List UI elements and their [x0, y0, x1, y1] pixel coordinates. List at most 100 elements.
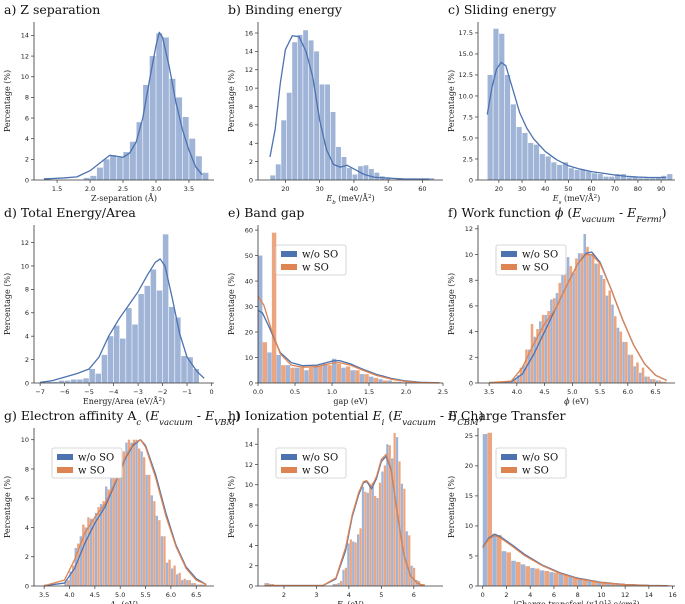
- y-tick-label: 8: [25, 465, 29, 473]
- y-tick-label: 2.5: [463, 155, 473, 163]
- panel-title: g) Electron affinity Ac (Evacuum - EVBM): [4, 408, 240, 428]
- y-tick-label: 4: [249, 542, 253, 550]
- bar: [292, 42, 298, 181]
- legend-swatch-orange: [57, 467, 73, 473]
- y-axis-label: Percentage (%): [227, 70, 236, 132]
- kde-line: [482, 534, 668, 587]
- x-tick-label: 2.5: [438, 388, 448, 396]
- x-tick-label: −4: [109, 388, 119, 396]
- bar: [186, 580, 189, 586]
- y-tick-label: 8: [25, 286, 29, 294]
- bar: [297, 34, 303, 180]
- bar: [344, 567, 348, 586]
- bar: [198, 584, 202, 586]
- bar: [140, 451, 143, 586]
- bar: [655, 380, 659, 383]
- bar: [181, 356, 187, 383]
- panel-title: f) Work function ϕ (Evacuum - EFermi): [448, 205, 666, 225]
- bar: [622, 341, 625, 383]
- bar: [201, 584, 204, 586]
- x-tick-label: 50: [384, 185, 392, 193]
- bar: [290, 367, 295, 383]
- bar: [580, 253, 584, 383]
- bar: [611, 304, 614, 383]
- kde-line: [486, 61, 666, 179]
- y-tick-label: 12: [21, 239, 29, 247]
- y-tick-label: 0: [249, 379, 253, 387]
- bar: [408, 535, 411, 586]
- bar: [285, 365, 291, 383]
- bar: [534, 568, 540, 586]
- y-tick-label: 7.5: [463, 113, 473, 121]
- y-tick-label: 0: [249, 582, 253, 590]
- y-tick-label: 2: [469, 354, 473, 362]
- bar: [349, 539, 352, 586]
- bar: [79, 536, 82, 586]
- y-tick-label: 0: [469, 379, 473, 387]
- bar: [103, 159, 110, 180]
- bar: [363, 165, 369, 180]
- x-tick-label: −1: [182, 388, 192, 396]
- bar: [84, 527, 88, 586]
- x-axis-label: Ei (eV): [336, 600, 364, 604]
- bar: [596, 581, 602, 586]
- bar: [143, 84, 150, 180]
- bar: [378, 482, 382, 586]
- bar: [609, 176, 615, 180]
- bar: [597, 174, 603, 180]
- legend-swatch-orange: [281, 467, 297, 473]
- bar: [566, 257, 570, 383]
- kde-line: [43, 31, 203, 180]
- bar: [568, 576, 573, 586]
- y-tick-label: 10: [21, 262, 29, 270]
- bar: [364, 374, 369, 383]
- x-tick-label: 4: [347, 591, 351, 599]
- x-tick-label: 8: [576, 591, 580, 599]
- bar: [83, 378, 89, 383]
- bar: [156, 33, 163, 180]
- bar: [281, 120, 287, 180]
- y-tick-label: 20: [465, 462, 473, 470]
- bar: [391, 458, 394, 586]
- x-tick-label: 16: [668, 591, 676, 599]
- bar: [359, 528, 362, 586]
- bar: [649, 178, 655, 180]
- bar: [364, 491, 367, 586]
- bar: [541, 314, 545, 383]
- bar: [325, 84, 330, 180]
- bar: [355, 370, 360, 383]
- bar: [552, 298, 556, 383]
- x-tick-label: 3.5: [184, 185, 194, 193]
- x-tick-label: 2: [504, 591, 508, 599]
- bar: [511, 380, 514, 383]
- x-tick-label: 12: [621, 591, 629, 599]
- bar: [644, 376, 648, 383]
- bar: [626, 177, 632, 180]
- bar: [156, 290, 163, 383]
- y-tick-label: 6: [25, 114, 29, 122]
- x-tick-label: 40: [541, 185, 549, 193]
- legend-label: w SO: [522, 263, 549, 274]
- bar: [387, 380, 392, 383]
- bar: [52, 381, 59, 383]
- y-tick-label: 10: [465, 251, 473, 259]
- x-tick-label: 50: [564, 185, 572, 193]
- legend-label: w/o SO: [522, 453, 558, 464]
- bar: [202, 172, 209, 180]
- bar: [176, 97, 183, 180]
- bar: [352, 174, 358, 180]
- bar: [396, 381, 402, 383]
- bar: [636, 362, 639, 383]
- bar: [661, 381, 664, 383]
- bar: [64, 380, 71, 383]
- bar: [575, 258, 578, 383]
- bar: [339, 580, 343, 586]
- y-tick-label: 12: [245, 66, 253, 74]
- bar: [644, 178, 650, 180]
- bar: [64, 581, 67, 586]
- bar: [591, 580, 597, 586]
- bar: [638, 178, 644, 180]
- x-axis-label: |Charge transfer| (x1013 e/cm2): [513, 600, 639, 604]
- bar: [553, 572, 559, 586]
- x-tick-label: 0.5: [290, 388, 300, 396]
